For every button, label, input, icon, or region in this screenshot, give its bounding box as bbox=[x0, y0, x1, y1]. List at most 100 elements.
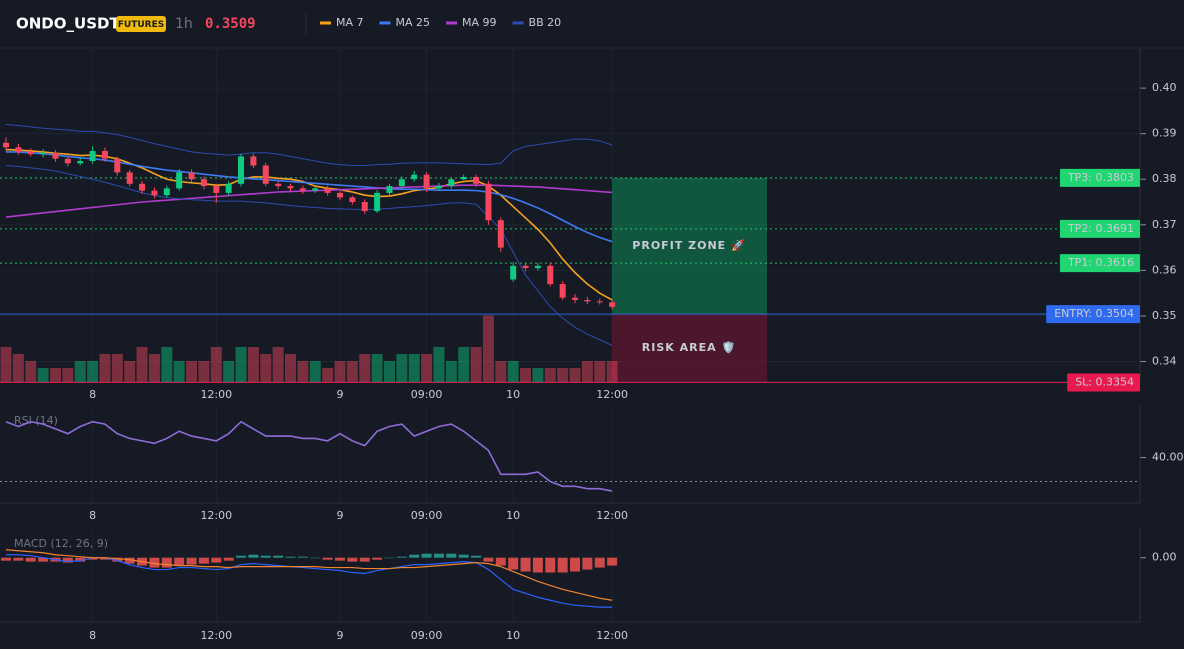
macd-line bbox=[5, 549, 613, 601]
macd-histogram-bar bbox=[62, 557, 73, 563]
candle-body bbox=[176, 172, 183, 189]
volume-bar bbox=[186, 361, 198, 382]
candle-body bbox=[386, 186, 393, 193]
x-tick-label: 9 bbox=[336, 388, 343, 401]
x-tick-label: 10 bbox=[506, 388, 520, 401]
volume-bar bbox=[260, 354, 272, 382]
volume-bar bbox=[495, 361, 507, 382]
volume-bar bbox=[520, 368, 532, 382]
level-label: SL: 0.3354 bbox=[1075, 375, 1134, 388]
candle-body bbox=[27, 151, 34, 155]
macd-histogram-bar bbox=[582, 557, 593, 570]
level-label-bg bbox=[1059, 254, 1140, 273]
panel-title: MACD (12, 26, 9) bbox=[14, 537, 108, 550]
volume-bar bbox=[569, 368, 581, 382]
y-tick-label: 0.36 bbox=[1152, 263, 1177, 276]
x-tick-label: 8 bbox=[89, 629, 96, 642]
volume-bar bbox=[0, 347, 12, 382]
zone bbox=[612, 177, 767, 315]
macd-histogram-bar bbox=[99, 557, 110, 560]
candle-body bbox=[374, 192, 381, 212]
macd-histogram-bar bbox=[186, 557, 197, 565]
volume-bar bbox=[322, 368, 334, 382]
candle-body bbox=[485, 183, 492, 221]
macd-histogram-bar bbox=[334, 557, 345, 561]
volume-bar bbox=[581, 361, 593, 382]
macd-histogram-bar bbox=[75, 557, 86, 562]
zone bbox=[612, 314, 767, 382]
x-tick-label: 09:00 bbox=[411, 388, 443, 401]
volume-bar bbox=[458, 347, 470, 382]
volume-bar bbox=[12, 354, 24, 382]
macd-histogram-bar bbox=[545, 557, 556, 573]
x-tick-label: 10 bbox=[506, 629, 520, 642]
y-tick-label: 0.38 bbox=[1152, 172, 1177, 185]
bb-band bbox=[5, 124, 613, 167]
volume-bar bbox=[223, 361, 235, 382]
candle-body bbox=[77, 161, 84, 164]
x-tick-label: 09:00 bbox=[411, 509, 443, 522]
interval: 1h bbox=[175, 16, 193, 32]
volume-bar bbox=[49, 368, 61, 382]
macd-histogram-bar bbox=[38, 557, 49, 562]
rsi-line bbox=[5, 420, 613, 492]
volume-bar bbox=[124, 361, 136, 382]
y-tick-label: 40.00 bbox=[1152, 451, 1184, 464]
macd-histogram-bar bbox=[396, 556, 407, 558]
volume-bar bbox=[272, 347, 284, 382]
symbol: ONDO_USDT bbox=[16, 15, 120, 33]
volume-bar bbox=[285, 354, 297, 382]
macd-histogram-bar bbox=[446, 553, 457, 558]
candle-body bbox=[324, 188, 331, 193]
macd-histogram-bar bbox=[409, 554, 420, 558]
volume-bar bbox=[557, 368, 569, 382]
x-tick-label: 12:00 bbox=[596, 509, 628, 522]
legend-label: MA 99 bbox=[462, 16, 497, 29]
x-tick-label: 12:00 bbox=[200, 388, 232, 401]
level-label: ENTRY: 0.3504 bbox=[1054, 307, 1134, 320]
macd-histogram-bar bbox=[322, 557, 333, 560]
y-tick-label: 0.00 bbox=[1152, 551, 1177, 564]
candle-body bbox=[89, 150, 96, 162]
volume-bar bbox=[606, 361, 618, 382]
candle-body bbox=[584, 299, 591, 302]
candle-body bbox=[609, 302, 616, 307]
volume-bar bbox=[161, 347, 173, 382]
volume-bar bbox=[235, 347, 247, 382]
macd-histogram-bar bbox=[112, 557, 123, 562]
macd-histogram-bar bbox=[532, 557, 543, 573]
legend-label: MA 7 bbox=[336, 16, 364, 29]
candle-body bbox=[547, 265, 554, 285]
level-label-bg bbox=[1059, 168, 1140, 187]
candle-body bbox=[435, 186, 442, 189]
candle-body bbox=[522, 265, 529, 269]
level-label: TP1: 0.3616 bbox=[1067, 256, 1134, 269]
volume-bar bbox=[594, 361, 606, 382]
volume-bar bbox=[334, 361, 346, 382]
volume-bar bbox=[408, 354, 420, 382]
bb-band bbox=[5, 165, 613, 347]
candle-body bbox=[572, 297, 579, 300]
volume-bar bbox=[148, 354, 160, 382]
macd-histogram-bar bbox=[174, 557, 185, 566]
candle-body bbox=[3, 142, 9, 148]
candle-body bbox=[139, 183, 146, 191]
last-price: 0.3509 bbox=[205, 16, 256, 32]
candle-body bbox=[200, 179, 207, 187]
macd-histogram-bar bbox=[471, 555, 482, 558]
candle-body bbox=[287, 186, 294, 189]
ma-line bbox=[5, 184, 613, 218]
volume-bar bbox=[198, 361, 210, 382]
volume-bar bbox=[359, 354, 371, 382]
volume-bar bbox=[173, 361, 185, 382]
volume-bar bbox=[111, 354, 123, 382]
candle-body bbox=[238, 156, 245, 184]
candle-body bbox=[151, 190, 158, 196]
macd-histogram-bar bbox=[607, 557, 618, 566]
x-tick-label: 12:00 bbox=[200, 509, 232, 522]
x-tick-label: 12:00 bbox=[596, 629, 628, 642]
volume-bar bbox=[421, 354, 433, 382]
volume-bar bbox=[309, 361, 321, 382]
volume-bar bbox=[87, 361, 99, 382]
